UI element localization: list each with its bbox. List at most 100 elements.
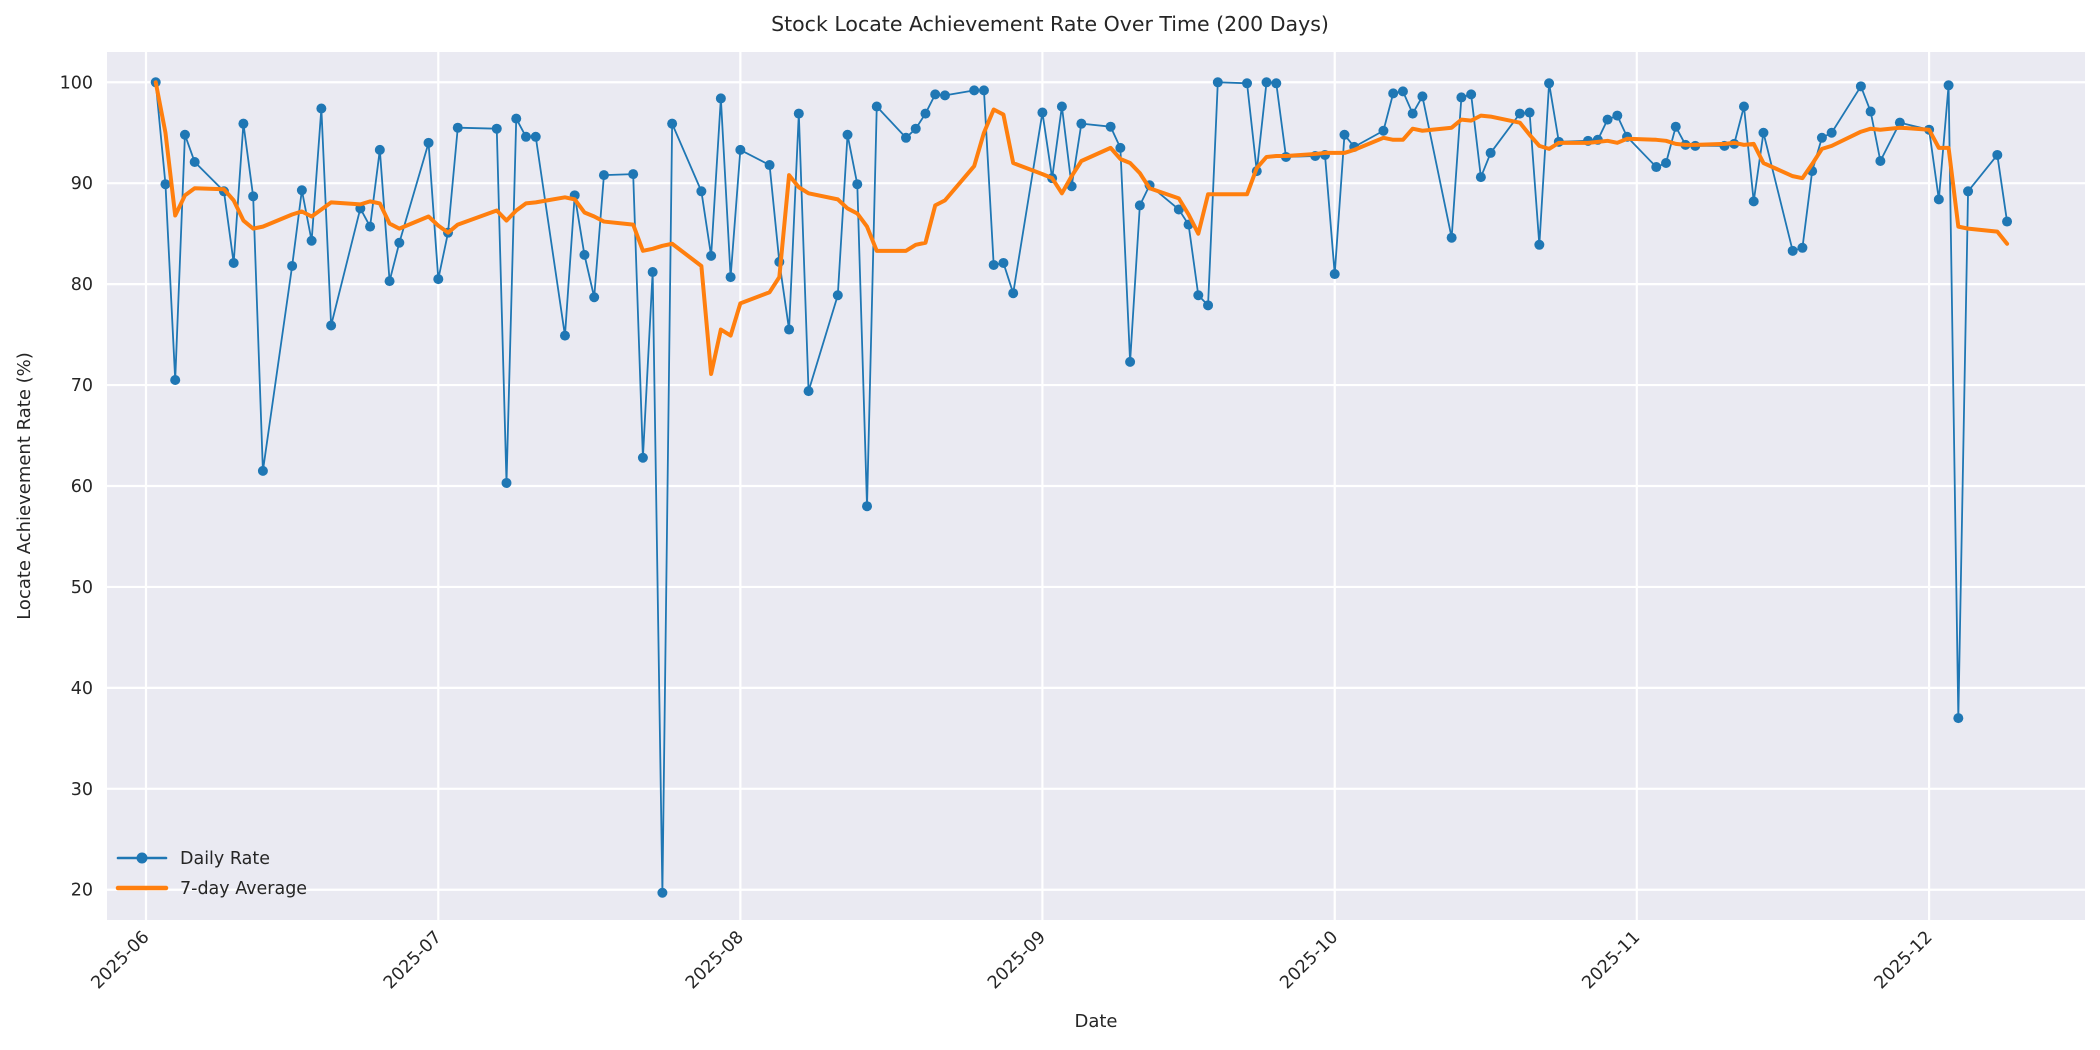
y-axis-label: Locate Achievement Rate (%) bbox=[14, 352, 35, 620]
data-point bbox=[1661, 158, 1672, 169]
data-point bbox=[803, 386, 814, 397]
x-axis-label: Date bbox=[1074, 1011, 1117, 1032]
data-point bbox=[1378, 125, 1389, 136]
chart-legend: Daily Rate 7-day Average bbox=[115, 849, 307, 899]
data-point bbox=[1933, 194, 1944, 205]
y-tick-label: 30 bbox=[71, 780, 93, 800]
data-point bbox=[1748, 196, 1759, 207]
chart-title: Stock Locate Achievement Rate Over Time … bbox=[771, 12, 1329, 36]
data-point bbox=[1388, 88, 1399, 99]
data-point bbox=[842, 129, 853, 140]
data-point bbox=[1134, 200, 1145, 211]
data-point bbox=[433, 274, 444, 285]
x-tick-label: 2025-12 bbox=[1871, 927, 1937, 993]
data-point bbox=[1008, 288, 1019, 299]
data-point bbox=[1797, 242, 1808, 253]
series-group bbox=[150, 0, 2071, 898]
x-tick-label: 2025-06 bbox=[88, 927, 154, 993]
data-point bbox=[384, 276, 395, 287]
data-point bbox=[1738, 101, 1749, 112]
data-point bbox=[667, 118, 678, 129]
data-point bbox=[189, 157, 200, 168]
data-point bbox=[1125, 356, 1136, 367]
legend-label-seven-day-average: 7-day Average bbox=[180, 879, 307, 899]
data-point bbox=[579, 249, 590, 260]
data-point bbox=[1855, 81, 1866, 92]
data-point bbox=[1544, 78, 1555, 89]
data-point bbox=[1894, 117, 1905, 128]
data-point bbox=[287, 260, 298, 271]
data-point bbox=[238, 118, 249, 129]
data-point bbox=[530, 131, 541, 142]
data-point bbox=[2012, 0, 2022, 5]
data-point bbox=[1875, 156, 1886, 166]
y-tick-label: 90 bbox=[71, 174, 93, 194]
data-point bbox=[1963, 186, 1974, 197]
y-tick-label: 40 bbox=[71, 679, 93, 699]
data-point bbox=[1339, 129, 1350, 140]
data-point bbox=[1329, 269, 1340, 280]
data-point bbox=[901, 132, 911, 143]
y-tick-label: 20 bbox=[71, 881, 93, 901]
data-point bbox=[1787, 245, 1798, 256]
data-point bbox=[1037, 107, 1048, 118]
data-point bbox=[696, 186, 707, 197]
data-point bbox=[1865, 106, 1876, 117]
data-point bbox=[852, 179, 863, 190]
data-point bbox=[998, 257, 1009, 268]
data-point bbox=[326, 320, 337, 331]
data-point bbox=[637, 452, 648, 463]
data-point bbox=[725, 272, 736, 283]
legend-label-daily-rate: Daily Rate bbox=[180, 849, 270, 869]
data-point bbox=[2022, 0, 2032, 5]
data-point bbox=[423, 137, 434, 148]
data-point bbox=[1534, 239, 1545, 250]
x-axis-ticks: 2025-06 2025-07 2025-08 2025-09 2025-10 2025-… bbox=[88, 927, 1937, 993]
data-point bbox=[1992, 149, 2003, 160]
data-point bbox=[1466, 89, 1477, 100]
data-point bbox=[1514, 108, 1525, 119]
x-tick-label: 2025-09 bbox=[984, 927, 1050, 993]
data-point bbox=[1602, 114, 1613, 125]
data-point bbox=[394, 237, 405, 248]
data-point bbox=[1105, 121, 1116, 132]
data-point bbox=[1193, 290, 1204, 301]
data-point bbox=[511, 113, 522, 124]
y-axis-ticks: 20 30 40 50 60 70 80 90 100 bbox=[60, 73, 93, 900]
data-point bbox=[248, 191, 259, 202]
data-point bbox=[871, 101, 882, 112]
data-point bbox=[452, 122, 463, 133]
data-point bbox=[1485, 147, 1496, 158]
grid-lines bbox=[107, 52, 2085, 920]
data-point bbox=[228, 257, 239, 268]
data-point bbox=[1612, 110, 1623, 121]
data-point bbox=[1670, 121, 1681, 132]
data-point bbox=[2031, 0, 2041, 5]
data-point bbox=[988, 259, 999, 270]
data-point bbox=[170, 375, 181, 386]
data-point bbox=[589, 292, 600, 303]
y-tick-label: 70 bbox=[71, 376, 93, 396]
data-point bbox=[793, 108, 804, 119]
data-point bbox=[1407, 108, 1418, 119]
data-point bbox=[1056, 101, 1067, 112]
data-point bbox=[1173, 204, 1184, 215]
data-point bbox=[1212, 77, 1223, 88]
data-point bbox=[316, 103, 327, 114]
data-point bbox=[179, 129, 190, 140]
data-point bbox=[1651, 162, 1662, 173]
data-point bbox=[1076, 118, 1087, 129]
data-point bbox=[1475, 172, 1486, 183]
data-point bbox=[1261, 77, 1272, 88]
x-tick-label: 2025-11 bbox=[1578, 927, 1644, 993]
x-tick-label: 2025-08 bbox=[682, 927, 748, 993]
data-point bbox=[1826, 127, 1837, 138]
data-point bbox=[862, 501, 873, 512]
data-point bbox=[520, 131, 531, 142]
data-point bbox=[2061, 0, 2071, 5]
data-point bbox=[1943, 80, 1954, 91]
data-point bbox=[501, 477, 512, 488]
data-point bbox=[257, 465, 268, 476]
